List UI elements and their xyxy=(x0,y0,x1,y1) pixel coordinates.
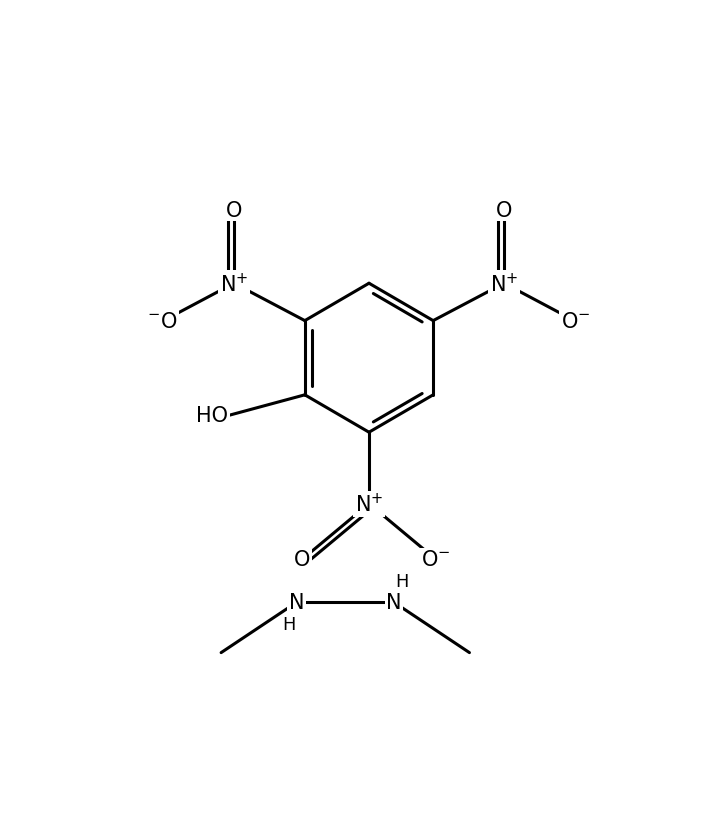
Text: $^{-}$O: $^{-}$O xyxy=(148,312,178,332)
Text: N: N xyxy=(289,593,305,613)
Text: O$^{-}$: O$^{-}$ xyxy=(561,312,590,332)
Text: H: H xyxy=(395,572,408,590)
Text: N$^{+}$: N$^{+}$ xyxy=(355,492,383,516)
Text: HO: HO xyxy=(197,406,228,426)
Text: O$^{-}$: O$^{-}$ xyxy=(421,550,451,570)
Text: N$^{+}$: N$^{+}$ xyxy=(490,272,518,295)
Text: O: O xyxy=(294,550,310,570)
Text: N: N xyxy=(387,593,402,613)
Text: N$^{+}$: N$^{+}$ xyxy=(220,272,248,295)
Text: O: O xyxy=(496,200,512,220)
Text: H: H xyxy=(282,615,295,633)
Text: O: O xyxy=(226,200,242,220)
